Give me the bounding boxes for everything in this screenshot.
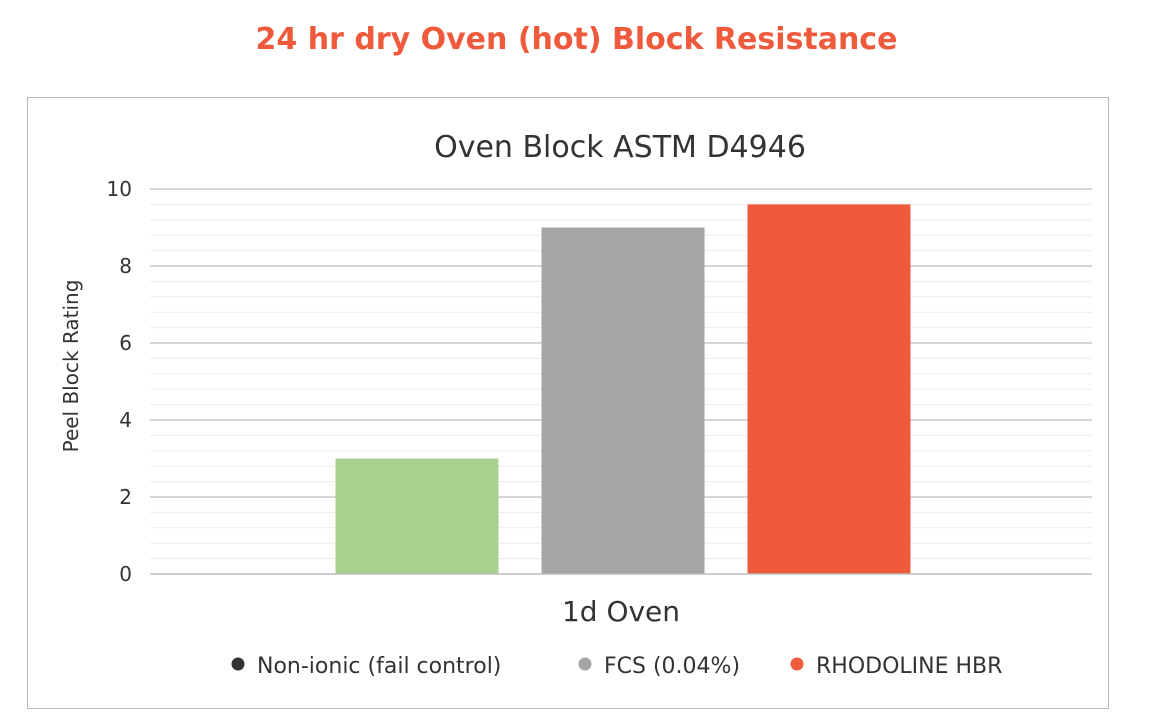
y-tick-labels: 0 2 4 6 8 10 — [107, 177, 132, 586]
legend-marker — [231, 657, 245, 671]
legend-label: FCS (0.04%) — [604, 654, 740, 679]
legend-marker — [790, 657, 804, 671]
legend: Non-ionic (fail control) FCS (0.04%) RHODO… — [231, 654, 1002, 679]
y-tick-label: 6 — [119, 331, 132, 355]
legend-label: RHODOLINE HBR — [816, 654, 1002, 679]
y-tick-label: 2 — [119, 485, 132, 509]
legend-marker — [578, 657, 592, 671]
chart-title: Oven Block ASTM D4946 — [434, 130, 806, 165]
legend-label: Non-ionic (fail control) — [257, 654, 501, 679]
category-labels: 1d Oven — [562, 595, 680, 628]
bar-rhodoline-hbr — [747, 204, 911, 574]
y-axis-title: Peel Block Rating — [59, 280, 83, 453]
x-category-label: 1d Oven — [562, 595, 680, 628]
y-tick-label: 4 — [119, 408, 132, 432]
bars — [335, 204, 911, 574]
y-tick-label: 8 — [119, 254, 132, 278]
y-tick-label: 0 — [119, 562, 132, 586]
bar-non-ionic-fail-control — [335, 458, 499, 574]
bar-fcs-0-04 — [541, 227, 705, 574]
page-title: 24 hr dry Oven (hot) Block Resistance — [255, 22, 898, 57]
y-tick-label: 10 — [107, 177, 132, 201]
